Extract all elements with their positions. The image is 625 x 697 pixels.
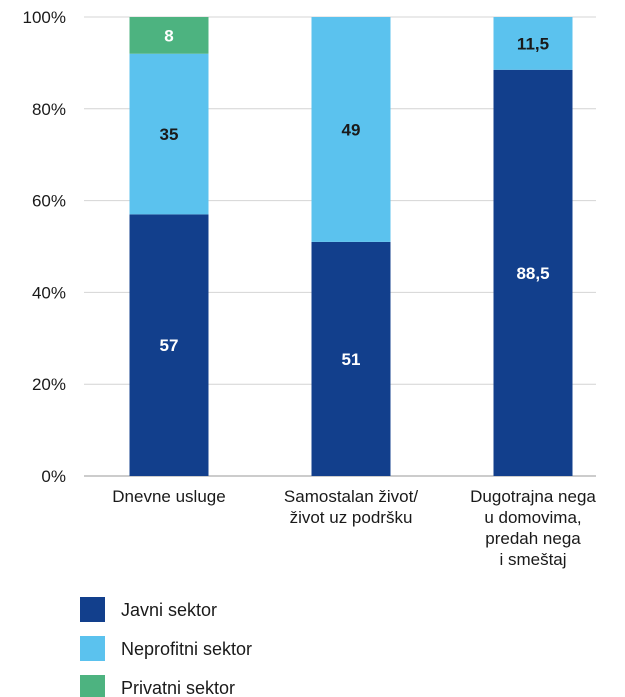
bar-segment [129,214,209,476]
bar-segment [493,17,573,70]
legend: Javni sektor Neprofitni sektor Privatni se… [80,597,252,697]
legend-label: Javni sektor [121,600,217,620]
bar-segment [129,53,209,215]
y-tick-label: 0% [41,467,66,486]
bar-segment [311,241,391,476]
y-tick-label: 100% [23,8,66,27]
x-category-label: predah nega [485,529,581,548]
x-axis-categories: Dnevne usluge Samostalan život/život uz p… [112,487,596,569]
x-category-label: Samostalan život/ [284,487,418,506]
data-label: 88,5 [516,264,549,283]
legend-swatch [80,675,105,697]
x-category-label: Dugotrajna nega [470,487,596,506]
bars: 57 35 8 51 49 88,5 11,5 [129,17,573,476]
legend-label: Neprofitni sektor [121,639,252,659]
data-label: 57 [160,336,179,355]
legend-swatch [80,597,105,622]
y-tick-label: 80% [32,100,66,119]
x-category-label: život uz podršku [290,508,413,527]
bar-segment [493,69,573,476]
y-tick-label: 60% [32,192,66,211]
data-label: 8 [164,26,173,45]
legend-swatch [80,636,105,661]
bar-segment [311,17,391,242]
y-tick-label: 40% [32,283,66,302]
x-category-label: i smeštaj [499,550,566,569]
legend-label: Privatni sektor [121,678,235,697]
data-label: 11,5 [517,34,549,53]
y-axis-ticks: 0% 20% 40% 60% 80% 100% [23,8,66,486]
x-category-label: Dnevne usluge [112,487,225,506]
data-label: 49 [342,120,361,139]
y-tick-label: 20% [32,375,66,394]
bar-segment [129,17,209,54]
data-label: 51 [342,350,361,369]
data-label: 35 [160,125,179,144]
x-category-label: u domovima, [484,508,581,527]
